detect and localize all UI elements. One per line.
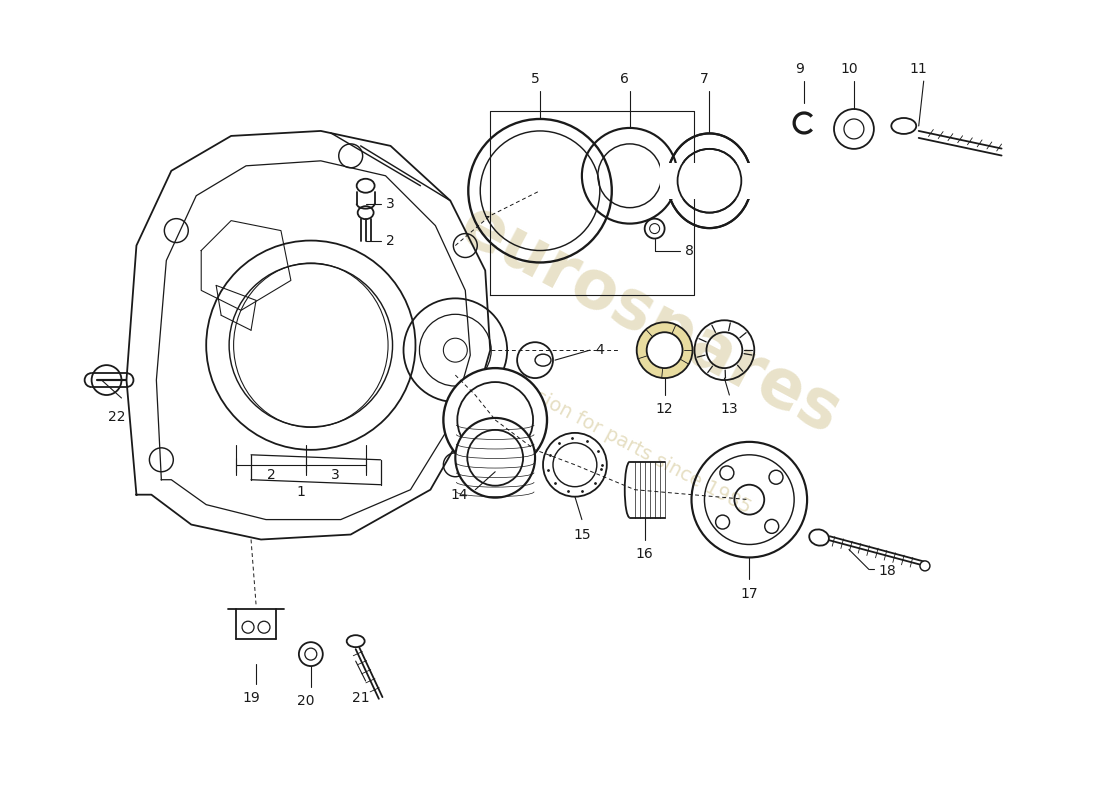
Text: 22: 22 (108, 410, 125, 424)
Text: 4: 4 (595, 343, 604, 357)
Text: 14: 14 (451, 488, 469, 502)
Text: 20: 20 (297, 694, 315, 708)
Text: 16: 16 (636, 547, 653, 562)
Text: 17: 17 (740, 587, 758, 602)
Text: 5: 5 (530, 72, 539, 86)
Text: 1: 1 (296, 485, 306, 498)
Circle shape (920, 561, 929, 571)
Circle shape (443, 368, 547, 472)
Text: 18: 18 (879, 565, 896, 578)
Text: 2: 2 (386, 234, 394, 247)
Text: 9: 9 (794, 62, 804, 76)
Text: eurospares: eurospares (448, 192, 851, 448)
Text: 10: 10 (840, 62, 858, 76)
Circle shape (637, 322, 693, 378)
Text: 19: 19 (242, 691, 260, 705)
Bar (660, 163, 759, 198)
Text: 7: 7 (700, 72, 708, 86)
Text: 3: 3 (386, 197, 394, 210)
Text: 21: 21 (352, 691, 370, 705)
Circle shape (543, 433, 607, 497)
Text: 13: 13 (720, 402, 738, 416)
Text: 2: 2 (266, 468, 275, 482)
Circle shape (647, 332, 682, 368)
Text: 11: 11 (910, 62, 927, 76)
Text: a passion for parts since 1985: a passion for parts since 1985 (485, 362, 755, 518)
Text: 6: 6 (620, 72, 629, 86)
Text: 12: 12 (656, 402, 673, 416)
Circle shape (455, 418, 535, 498)
Text: 15: 15 (573, 527, 591, 542)
Text: 3: 3 (331, 468, 340, 482)
Text: 8: 8 (684, 243, 693, 258)
